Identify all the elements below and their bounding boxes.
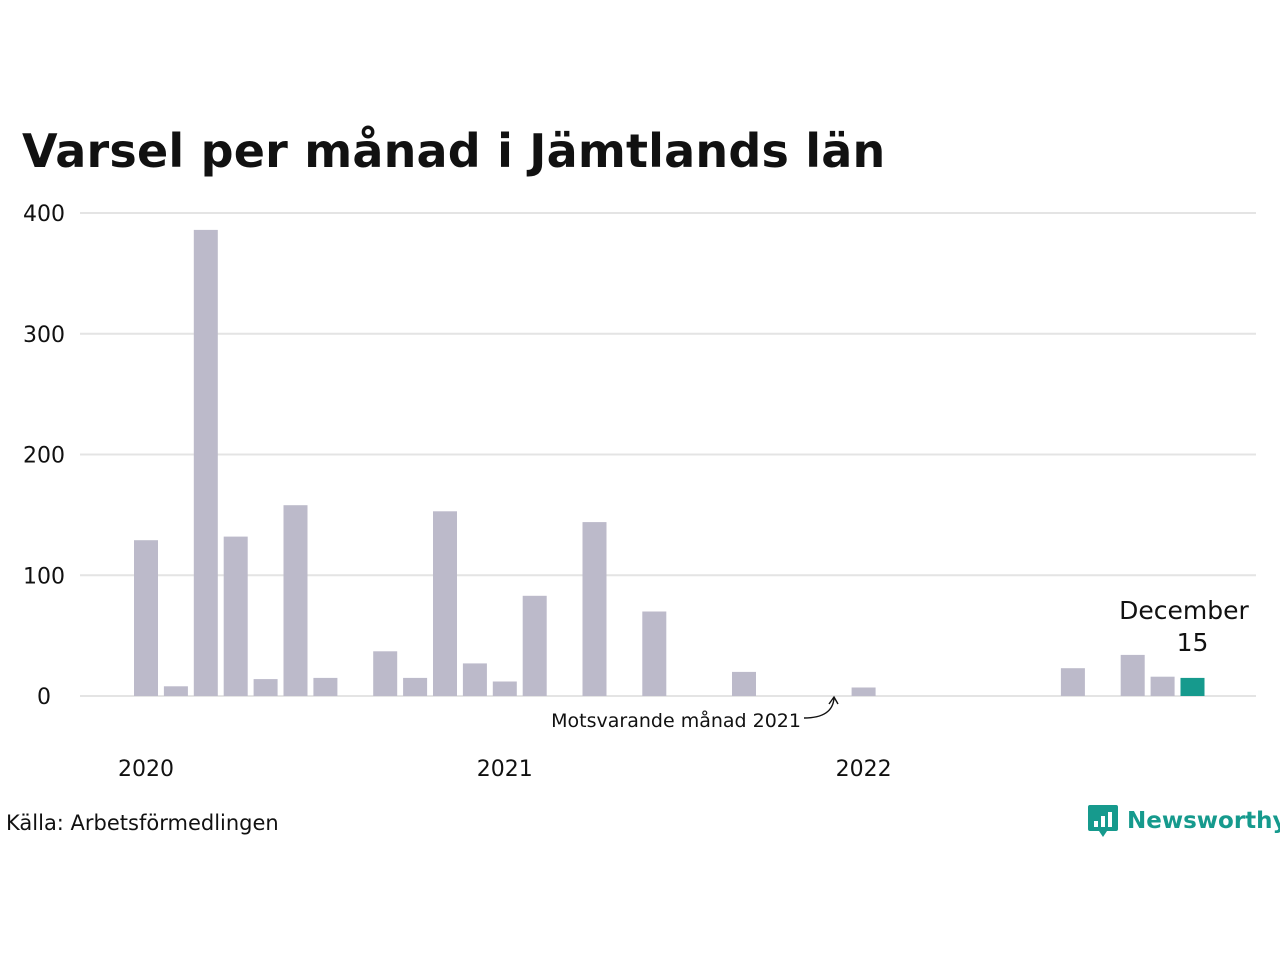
grid-lines: [80, 212, 1256, 697]
current-month-value: 15: [1177, 628, 1209, 657]
y-axis-tick-labels: 0 100 200 300 400: [23, 202, 65, 710]
y-tick-label: 100: [23, 564, 65, 589]
bar: [373, 651, 398, 696]
bar: [1120, 654, 1145, 696]
bar: [193, 229, 218, 696]
bar: [522, 595, 547, 696]
brand-name: Newsworthy: [1127, 808, 1280, 834]
comparison-arrow-line: [803, 697, 835, 719]
x-tick-label: 2022: [836, 757, 892, 782]
bar: [462, 663, 487, 696]
bar: [223, 536, 248, 696]
newsworthy-logo-icon: [1088, 805, 1118, 837]
bar: [433, 511, 457, 696]
comparison-arrow-head: [828, 695, 839, 705]
y-tick-label: 0: [37, 685, 51, 710]
bar: [253, 679, 278, 696]
bar: [642, 611, 667, 696]
x-tick-label: 2020: [118, 757, 174, 782]
y-tick-label: 200: [23, 444, 65, 469]
annotations: December 15 Motsvarande månad 2021: [551, 596, 1249, 732]
y-tick-label: 300: [23, 323, 65, 348]
bar: [1150, 676, 1175, 696]
bar: [1060, 668, 1085, 696]
bar: [313, 677, 338, 696]
brand-logo: Newsworthy: [1087, 803, 1280, 839]
bar: [582, 522, 607, 696]
chart-title: Varsel per månad i Jämtlands län: [22, 124, 886, 178]
x-axis-tick-labels: 2020 2021 2022: [118, 757, 892, 782]
current-month-label: December: [1119, 596, 1249, 625]
bar-chart: 0 100 200 300 400 2020 2021 2022 December 15 Mot…: [23, 202, 1256, 782]
bar: [163, 686, 188, 696]
bar: [851, 687, 876, 696]
bar: [732, 671, 756, 696]
x-tick-label: 2021: [477, 757, 533, 782]
bars: [134, 229, 1205, 696]
source-note: Källa: Arbetsförmedlingen: [6, 811, 279, 835]
bar-current-month: [1180, 677, 1205, 696]
comparison-annotation-label: Motsvarande månad 2021: [551, 709, 801, 732]
bar: [134, 540, 158, 696]
bar: [492, 681, 517, 696]
y-tick-label: 400: [23, 202, 65, 227]
bar: [403, 677, 428, 696]
bar: [283, 505, 308, 696]
